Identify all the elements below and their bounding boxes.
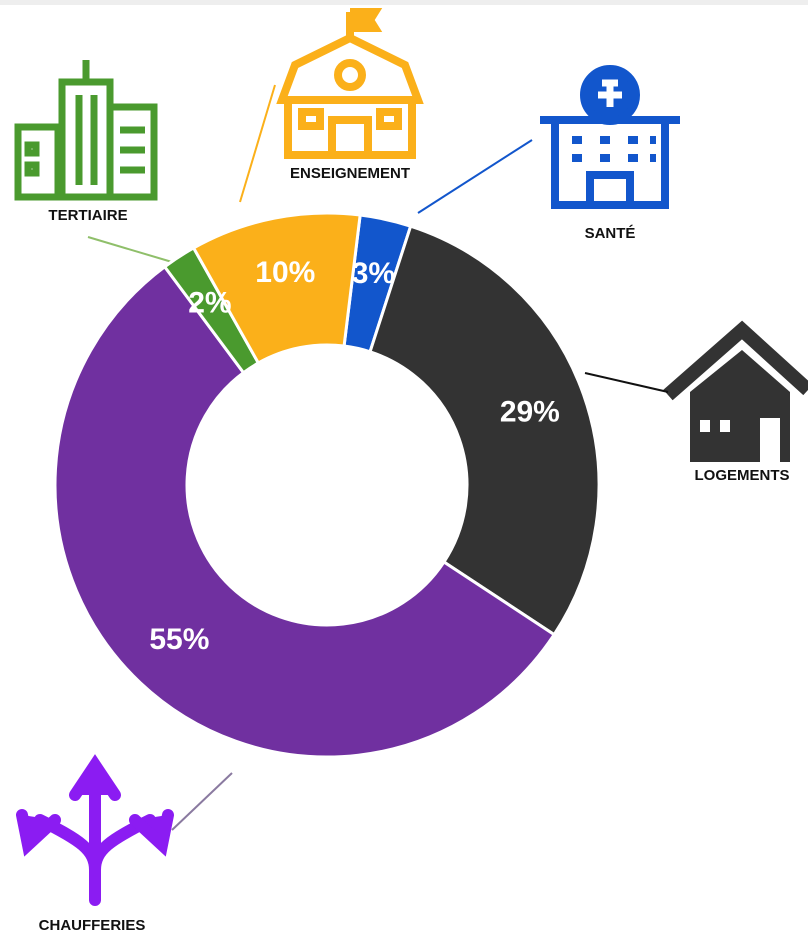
icon-enseignement	[276, 8, 424, 159]
donut-slice	[53, 264, 557, 759]
leader-line	[171, 772, 233, 831]
leader-line	[584, 372, 669, 393]
category-label: SANTÉ	[585, 225, 636, 242]
top-bar	[0, 0, 808, 5]
category-label: LOGEMENTS	[694, 467, 789, 484]
icon-chaufferies	[16, 754, 174, 906]
category-label: ENSEIGNEMENT	[290, 165, 410, 182]
donut-slice	[191, 211, 362, 366]
category-label: TERTIAIRE	[48, 207, 127, 224]
value-label: 2%	[188, 287, 231, 320]
icon-tertiaire	[14, 60, 158, 201]
value-label: 3%	[352, 257, 395, 290]
icon-logements	[663, 320, 808, 462]
icon-sante	[540, 65, 680, 209]
value-label: 10%	[255, 256, 315, 289]
value-label: 29%	[500, 396, 560, 429]
leader-line	[417, 139, 533, 214]
donut-slice	[368, 224, 601, 637]
leader-line	[239, 84, 276, 203]
leader-line	[87, 236, 173, 263]
value-label: 55%	[149, 623, 209, 656]
category-label: CHAUFFERIES	[39, 917, 146, 934]
